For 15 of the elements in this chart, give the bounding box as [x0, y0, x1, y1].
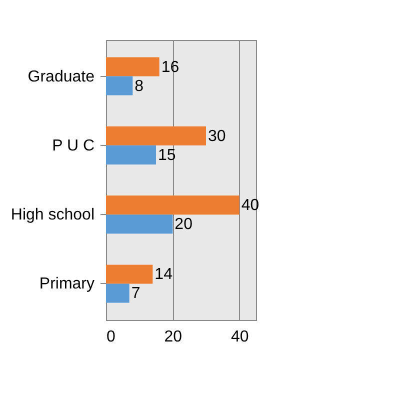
data-label: 8 — [134, 78, 144, 95]
y-tick-label: P U C — [52, 137, 94, 154]
data-label: 14 — [154, 266, 173, 284]
x-tick-label: 0 — [106, 328, 116, 346]
y-tick-label: Primary — [39, 276, 94, 293]
x-tick-label: 40 — [230, 328, 249, 346]
data-label: 30 — [208, 128, 226, 145]
data-label: 20 — [174, 216, 193, 234]
data-label: 7 — [131, 285, 140, 302]
x-tick-label: 20 — [164, 328, 182, 346]
y-tick-label: High school — [10, 206, 94, 224]
data-label: 15 — [158, 146, 176, 164]
data-label: 40 — [241, 197, 260, 214]
y-tick-label: Graduate — [28, 68, 95, 86]
data-label: 16 — [161, 58, 180, 76]
